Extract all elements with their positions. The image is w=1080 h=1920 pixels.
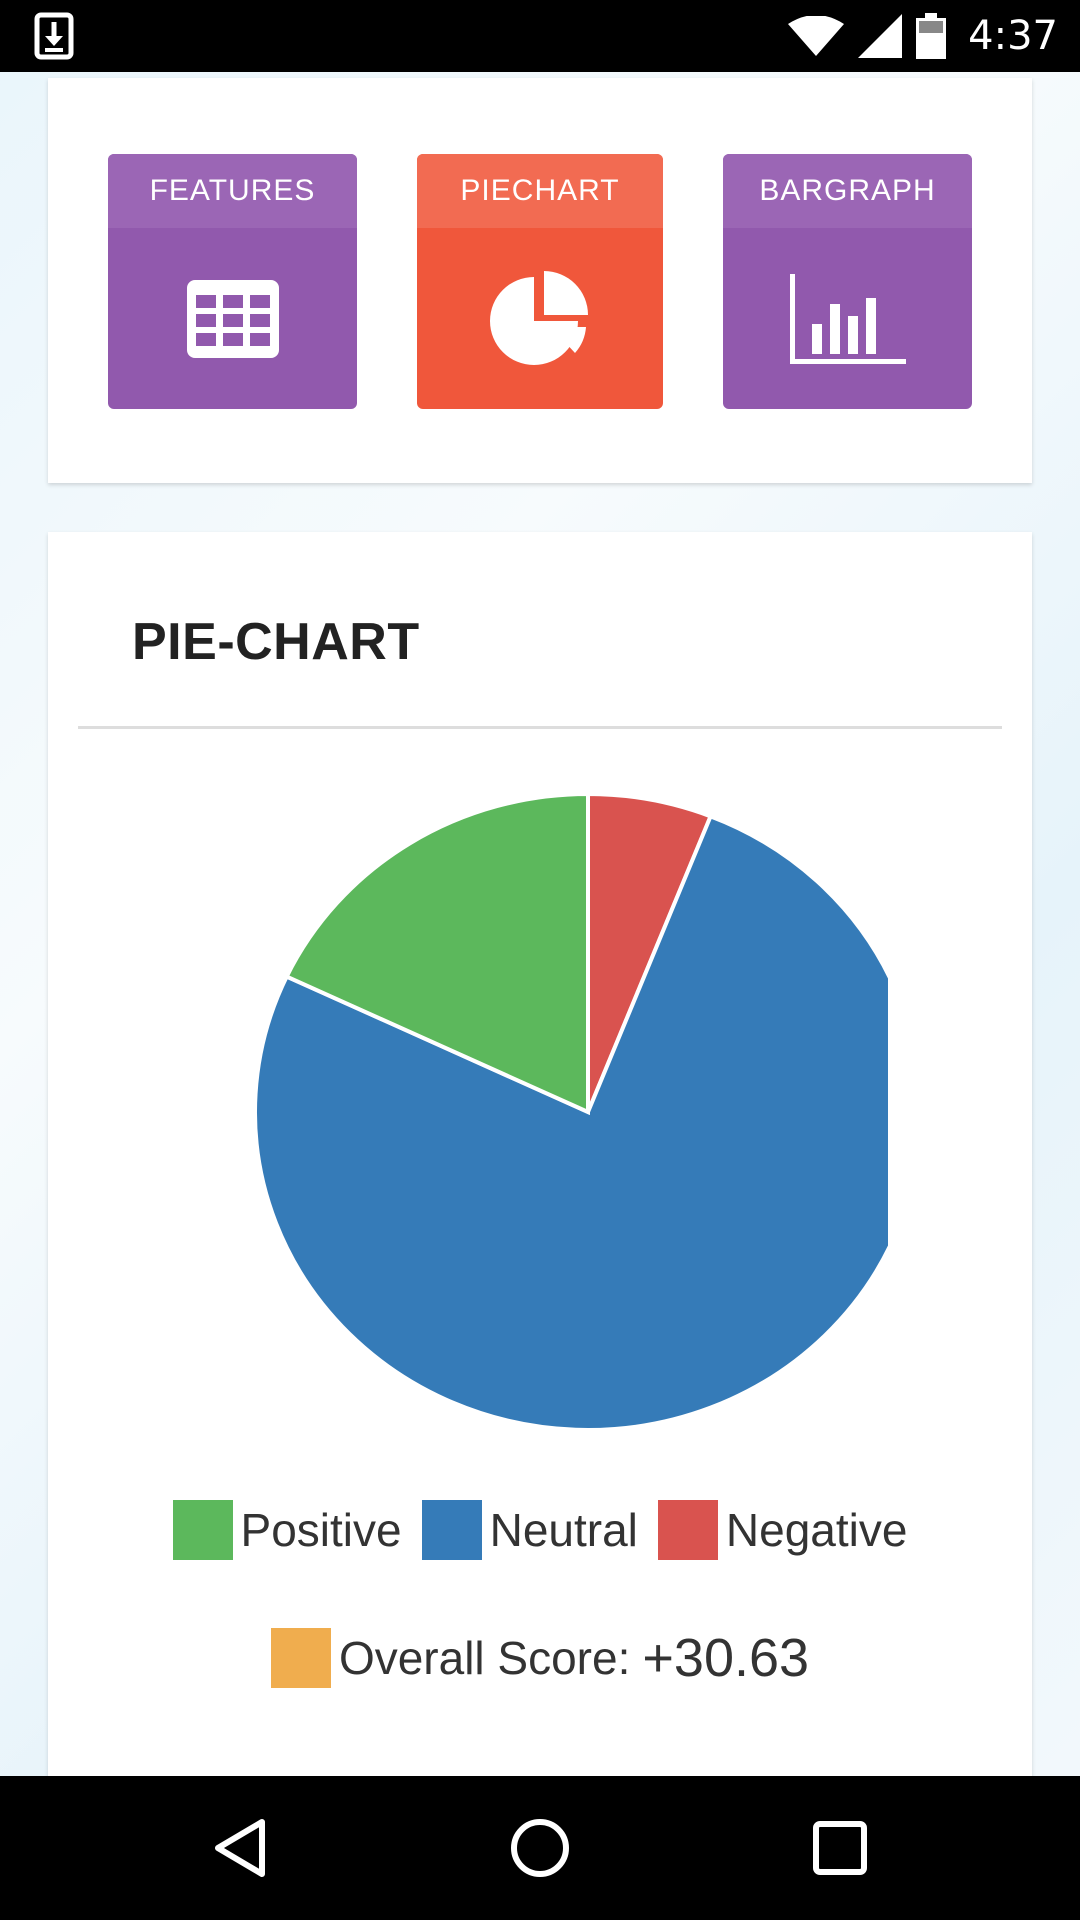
download-icon xyxy=(34,12,74,60)
home-icon[interactable] xyxy=(508,1816,572,1880)
score-label: Overall Score: xyxy=(338,1632,631,1684)
pie-slice-neutral xyxy=(253,813,888,1432)
legend-item-neutral: Neutral xyxy=(421,1500,638,1560)
pie-chart-card: PIE-CHART Positive Neutral Negative Over… xyxy=(48,532,1032,1782)
bar-graph-icon xyxy=(789,273,906,364)
battery-icon xyxy=(916,13,947,59)
recents-icon[interactable] xyxy=(808,1816,872,1880)
system-nav-bar xyxy=(0,1776,1080,1920)
piechart-tile-header: PIECHART xyxy=(417,154,663,228)
cell-signal-icon xyxy=(858,14,903,58)
overall-score: Overall Score: +30.63 xyxy=(48,1627,1032,1689)
legend-label-neutral: Neutral xyxy=(489,1504,638,1556)
features-tile-header: FEATURES xyxy=(108,154,357,228)
back-icon[interactable] xyxy=(210,1816,274,1880)
bargraph-tile-header: BARGRAPH xyxy=(723,154,972,228)
divider xyxy=(78,726,1002,729)
legend-swatch-negative xyxy=(657,1500,718,1560)
status-icons: 4:37 xyxy=(788,0,1058,72)
legend-label-positive: Positive xyxy=(240,1504,402,1556)
legend-label-negative: Negative xyxy=(725,1504,908,1556)
legend-item-positive: Positive xyxy=(172,1500,402,1560)
features-tile-body xyxy=(108,228,357,409)
legend-swatch-neutral xyxy=(421,1500,482,1560)
pie-chart-title: PIE-CHART xyxy=(132,613,420,671)
navigation-card: FEATURES PIECHART xyxy=(48,78,1032,483)
status-time: 4:37 xyxy=(968,13,1058,59)
legend-item-negative: Negative xyxy=(657,1500,908,1560)
score-swatch xyxy=(270,1628,331,1688)
score-value: +30.63 xyxy=(642,1628,810,1688)
table-grid-icon xyxy=(186,279,279,358)
status-bar: 4:37 xyxy=(0,0,1080,72)
pie-slice-negative xyxy=(586,791,714,1113)
pie-slice-positive xyxy=(283,791,590,1116)
wifi-icon xyxy=(788,16,845,56)
pie-chart xyxy=(253,791,888,1432)
bargraph-tile[interactable]: BARGRAPH xyxy=(723,154,972,409)
chart-legend: Positive Neutral Negative xyxy=(48,1500,1032,1560)
bargraph-tile-body xyxy=(723,228,972,409)
legend-swatch-positive xyxy=(172,1500,233,1560)
pie-chart-icon xyxy=(490,270,588,365)
piechart-tile[interactable]: PIECHART xyxy=(417,154,663,409)
features-tile[interactable]: FEATURES xyxy=(108,154,357,409)
piechart-tile-body xyxy=(417,228,663,409)
